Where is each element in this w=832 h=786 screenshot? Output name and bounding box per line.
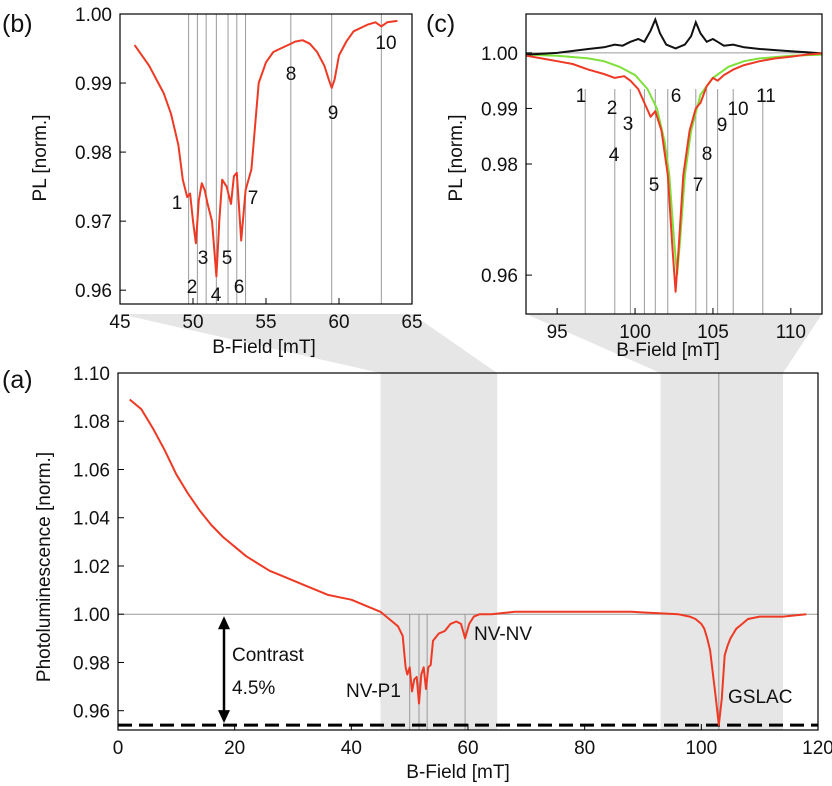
resonance-label-4: 4	[609, 145, 620, 166]
x-tick-label: 60	[457, 738, 478, 759]
contrast-label: Contrast	[232, 645, 305, 666]
contrast-value: 4.5%	[232, 678, 275, 699]
zoom-connectors	[120, 314, 822, 373]
series-difference-line	[525, 16, 823, 56]
y-tick-label: 1.00	[481, 44, 518, 65]
x-tick-label: 120	[802, 738, 832, 759]
y-tick-label: 1.06	[73, 460, 110, 481]
x-tick-label: 40	[341, 738, 362, 759]
y-tick-label: 1.04	[73, 509, 110, 530]
panel-label-b: (b)	[2, 10, 33, 38]
resonance-label-7: 7	[248, 188, 259, 209]
x-tick-label: 105	[697, 322, 729, 343]
x-tick-label: 55	[255, 312, 276, 333]
connector-nv-p1	[120, 314, 498, 373]
resonance-label-6: 6	[234, 277, 245, 298]
x-tick-label: 95	[547, 322, 568, 343]
gslac-label: GSLAC	[728, 687, 792, 708]
resonance-label-2: 2	[607, 98, 618, 119]
connector-gslac	[526, 314, 822, 373]
resonance-label-9: 9	[328, 103, 339, 124]
contrast-arrow-up-head	[218, 616, 230, 630]
y-tick-label: 0.97	[75, 212, 112, 233]
shaded-region-2	[660, 373, 783, 730]
y-tick-label: 0.98	[481, 155, 518, 176]
y-tick-label: 0.96	[75, 281, 112, 302]
resonance-label-1: 1	[576, 86, 587, 107]
resonance-label-3: 3	[623, 114, 634, 135]
y-tick-label: 0.99	[481, 99, 518, 120]
main-x-axis-label: B-Field [mT]	[406, 762, 509, 783]
resonance-label-8: 8	[702, 144, 713, 165]
x-tick-label: 20	[224, 738, 245, 759]
inset-c-y-axis-label: PL [norm.]	[446, 115, 467, 202]
resonance-label-5: 5	[649, 175, 660, 196]
nv-nv-label: NV-NV	[474, 624, 532, 645]
resonance-label-9: 9	[717, 115, 728, 136]
x-tick-label: 100	[619, 322, 651, 343]
resonance-label-3: 3	[198, 248, 209, 269]
inset-chart-nv-p1: 45 50 55 60 650.960.970.980.991.001234567891…	[75, 5, 423, 333]
y-tick-label: 1.02	[73, 557, 110, 578]
resonance-label-1: 1	[172, 193, 183, 214]
y-tick-label: 1.00	[75, 5, 112, 26]
y-tick-label: 0.98	[75, 143, 112, 164]
shaded-region-1	[380, 373, 498, 730]
x-tick-label: 110	[776, 322, 806, 343]
resonance-label-10: 10	[375, 33, 396, 54]
y-tick-label: 0.96	[481, 266, 518, 287]
inset-c-x-axis-label: B-Field [mT]	[616, 340, 719, 361]
resonance-label-2: 2	[187, 277, 198, 298]
nv-p1-label: NV-P1	[346, 681, 401, 702]
panel-label-a: (a)	[2, 366, 33, 394]
resonance-label-11: 11	[756, 86, 776, 107]
resonance-label-4: 4	[211, 285, 222, 306]
series-pl-line	[133, 19, 398, 278]
resonance-label-8: 8	[286, 64, 297, 85]
panel-label-c: (c)	[426, 10, 455, 38]
inset-b-y-axis-label: PL [norm.]	[30, 115, 51, 202]
plot-background	[120, 14, 412, 304]
y-tick-label: 0.99	[75, 74, 112, 95]
series-pl-line	[129, 398, 807, 727]
inset-b-x-axis-label: B-Field [mT]	[212, 337, 315, 358]
y-tick-label: 1.08	[73, 412, 110, 433]
resonance-label-6: 6	[671, 86, 682, 107]
x-tick-label: 60	[328, 312, 349, 333]
series-measured-line	[525, 52, 823, 293]
main-y-axis-label: Photoluminescence [norm.]	[34, 452, 55, 682]
y-tick-label: 0.98	[73, 653, 110, 674]
y-tick-label: 0.96	[73, 702, 110, 723]
resonance-label-7: 7	[693, 175, 704, 196]
main-chart: 0 20 40 60 80 100 120 0.96 0.98 1.00 1.02 1.04 1.06 1…	[73, 364, 832, 759]
resonance-label-10: 10	[727, 99, 748, 120]
x-tick-label: 100	[685, 738, 717, 759]
y-tick-label: 1.00	[73, 605, 110, 626]
x-tick-label: 45	[109, 312, 130, 333]
x-tick-label: 50	[182, 312, 203, 333]
series-fit-line	[525, 53, 823, 276]
contrast-arrow-down-head	[218, 710, 230, 724]
x-tick-label: 0	[113, 738, 124, 759]
y-tick-label: 1.10	[73, 364, 110, 385]
x-tick-label: 65	[401, 312, 422, 333]
resonance-label-5: 5	[222, 248, 233, 269]
x-tick-label: 80	[574, 738, 595, 759]
